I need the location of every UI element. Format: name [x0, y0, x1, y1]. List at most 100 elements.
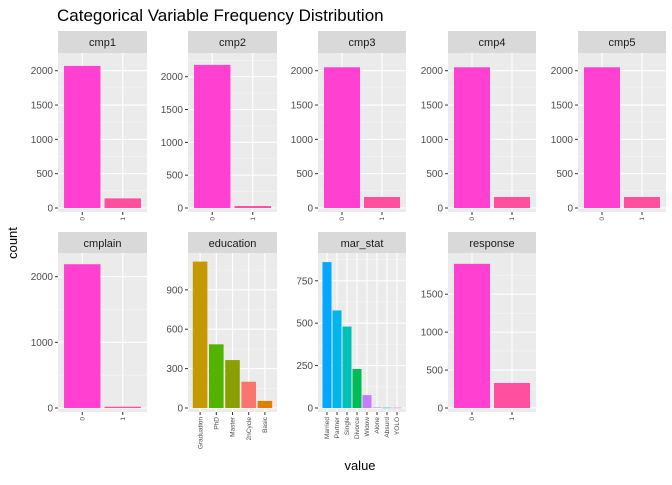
- x-tick-label: Divorce: [354, 417, 361, 439]
- bar-Graduation: [192, 261, 208, 408]
- bar-0: [64, 65, 101, 208]
- chart-title: Categorical Variable Frequency Distribut…: [57, 6, 384, 25]
- facet-strip-label: cmp2: [219, 37, 246, 49]
- x-tick-label: Basic: [262, 416, 269, 433]
- y-tick-label: 500: [296, 169, 313, 180]
- y-tick-label: 2000: [291, 66, 314, 77]
- x-tick-label: Absurd: [384, 417, 391, 438]
- y-tick-label: 1500: [161, 105, 184, 116]
- facet-strip-label: education: [209, 238, 257, 250]
- facet-strip: [318, 232, 406, 253]
- facet-cmp1: cmp1 0 1 0 500 1000 1500 2000: [31, 31, 147, 221]
- bar-0: [584, 67, 620, 208]
- x-axis-label: value: [344, 458, 375, 473]
- bar-2nCycle: [241, 381, 256, 408]
- facet-cmp2: cmp2 0 1 0 500 1000 1500 2000: [161, 31, 277, 221]
- y-tick-label: 1000: [421, 328, 444, 339]
- bar-Basic: [257, 400, 273, 408]
- y-tick-label: 500: [296, 319, 313, 330]
- y-tick-label: 500: [166, 171, 183, 182]
- y-tick-label: 1000: [31, 338, 54, 349]
- x-tick-label: YOLO: [394, 417, 401, 435]
- bar-YOLO: [392, 407, 402, 409]
- y-tick-label: 600: [166, 325, 183, 336]
- x-tick-label: 0: [79, 417, 86, 421]
- y-tick-label: 1500: [421, 101, 444, 112]
- y-tick-label: 500: [556, 169, 573, 180]
- y-tick-label: 0: [437, 204, 443, 215]
- bar-Master: [225, 360, 240, 408]
- x-tick-label: 1: [509, 417, 516, 421]
- x-tick-label: 1: [509, 217, 516, 221]
- bar-Widow: [362, 395, 372, 408]
- y-tick-label: 750: [296, 276, 313, 287]
- bar-Alone: [372, 407, 382, 408]
- y-tick-label: 1500: [551, 101, 574, 112]
- x-tick-label: 0: [599, 217, 606, 221]
- facet-strip-label: cmp3: [349, 37, 376, 49]
- x-tick-label: 0: [339, 217, 346, 221]
- facet-strip: [188, 232, 277, 253]
- x-tick-label: 1: [120, 417, 127, 421]
- bar-Married: [322, 262, 332, 408]
- y-tick-label: 1000: [291, 135, 314, 146]
- facet-strip: [318, 31, 406, 53]
- x-tick-label: Single: [344, 417, 351, 435]
- x-tick-label: Widow: [364, 417, 371, 437]
- bar-1: [624, 197, 660, 208]
- facet-cmp3: cmp3 0 1 0 500 1000 1500 2000: [291, 31, 406, 221]
- y-tick-label: 500: [426, 169, 443, 180]
- y-tick-label: 1500: [291, 101, 314, 112]
- facet-strip-label: cmp4: [479, 37, 506, 49]
- facet-strip-label: response: [469, 238, 514, 250]
- y-tick-label: 1500: [421, 290, 444, 301]
- bar-1: [364, 197, 400, 208]
- y-tick-label: 1000: [31, 135, 54, 146]
- y-tick-label: 0: [307, 404, 313, 415]
- y-tick-label: 1500: [31, 101, 54, 112]
- y-tick-label: 2000: [421, 66, 444, 77]
- bar-Partner: [332, 310, 342, 408]
- facet-strip-label: mar_stat: [341, 238, 384, 250]
- bar-PhD: [209, 344, 224, 408]
- y-tick-label: 0: [177, 404, 183, 415]
- bar-1: [104, 406, 141, 408]
- facet-strip: [448, 232, 536, 253]
- x-tick-label: 1: [379, 217, 386, 221]
- bar-0: [454, 67, 490, 208]
- bar-1: [104, 198, 141, 208]
- bar-0: [194, 64, 231, 208]
- facet-strip: [448, 31, 536, 53]
- facet-strip-label: cmp1: [89, 37, 116, 49]
- facet-strip: [58, 232, 147, 253]
- x-tick-label: 0: [469, 417, 476, 421]
- x-tick-label: Partner: [334, 416, 341, 438]
- bar-Divorce: [352, 368, 362, 408]
- y-axis-label: count: [5, 227, 20, 259]
- y-tick-label: 250: [296, 361, 313, 372]
- x-tick-label: Alone: [374, 417, 381, 434]
- facet-education: education Graduation PhD Master 2nCycle Basic…: [166, 232, 277, 449]
- facet-strip-label: cmp5: [609, 37, 636, 49]
- y-tick-label: 0: [177, 204, 183, 215]
- y-tick-label: 0: [437, 404, 443, 415]
- y-tick-label: 2000: [161, 72, 184, 83]
- x-tick-label: 0: [79, 217, 86, 221]
- bar-Single: [342, 326, 352, 408]
- x-tick-label: 0: [209, 217, 216, 221]
- x-tick-label: 2nCycle: [246, 417, 253, 441]
- y-tick-label: 2000: [31, 66, 54, 77]
- bar-1: [494, 382, 530, 408]
- facet-strip: [188, 31, 277, 53]
- y-tick-label: 0: [307, 204, 313, 215]
- x-tick-label: PhD: [214, 417, 221, 430]
- y-tick-label: 1000: [551, 135, 574, 146]
- x-tick-label: 0: [469, 217, 476, 221]
- facet-mar_stat: mar_stat Married Partner Single Divorce Widow…: [296, 232, 406, 439]
- y-tick-label: 2000: [551, 66, 574, 77]
- y-tick-label: 500: [36, 169, 53, 180]
- bar-0: [324, 67, 360, 208]
- facet-cmp5: cmp5 0 1 0 500 1000 1500 2000: [551, 31, 666, 221]
